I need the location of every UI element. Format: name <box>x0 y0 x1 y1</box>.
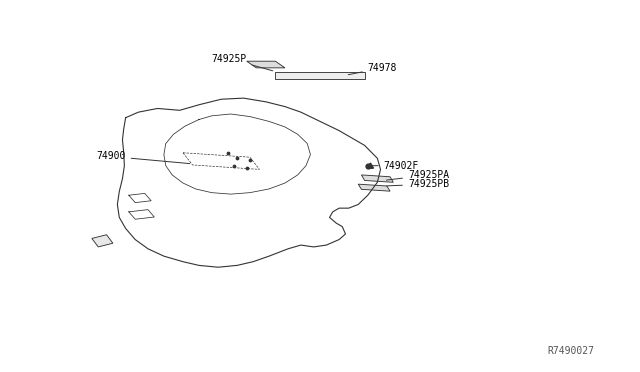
Point <box>223 150 233 156</box>
Point <box>229 163 239 169</box>
Point <box>241 165 252 171</box>
Polygon shape <box>246 61 285 68</box>
Text: 74900: 74900 <box>96 151 190 164</box>
Polygon shape <box>358 184 390 191</box>
Text: 74978: 74978 <box>348 63 397 75</box>
Text: 74925P: 74925P <box>211 54 273 71</box>
Point <box>232 155 243 161</box>
Text: 74902F: 74902F <box>371 161 419 171</box>
Point <box>244 157 255 163</box>
Polygon shape <box>275 71 365 79</box>
Text: 74925PB: 74925PB <box>387 179 449 189</box>
Polygon shape <box>362 175 394 182</box>
Text: R7490027: R7490027 <box>547 346 594 356</box>
Polygon shape <box>92 235 113 247</box>
Text: 74925PA: 74925PA <box>387 170 449 180</box>
